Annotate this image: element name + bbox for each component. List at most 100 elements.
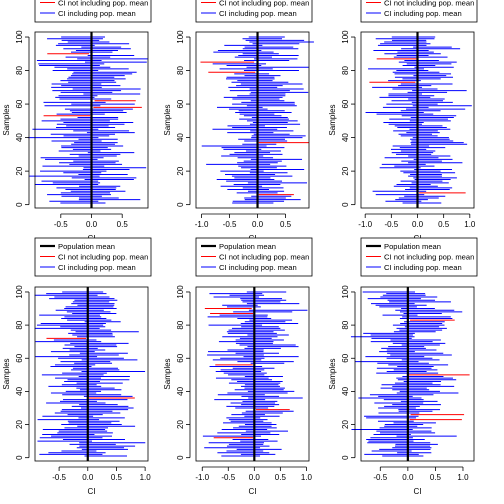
y-tick-label: 20	[341, 166, 350, 175]
y-tick-label: 80	[15, 320, 24, 329]
y-tick-label: 0	[341, 202, 350, 207]
x-tick-label: -0.5	[384, 220, 398, 229]
legend-label: Population mean	[384, 242, 441, 251]
y-tick-label: 40	[176, 386, 185, 395]
legend-label: CI not including pop. mean	[219, 253, 309, 262]
y-tick-label: 100	[176, 285, 185, 299]
y-tick-label: 100	[176, 30, 185, 44]
y-tick-label: 100	[341, 30, 350, 44]
x-tick-label: 1.0	[464, 220, 476, 229]
y-axis-label: Samples	[2, 104, 11, 135]
x-tick-label: 0.5	[275, 473, 287, 482]
x-tick-label: 0.0	[86, 220, 98, 229]
y-tick-label: 100	[341, 285, 350, 299]
legend-label: CI including pop. mean	[384, 9, 462, 18]
y-tick-label: 100	[15, 30, 24, 44]
x-tick-label: 0.0	[402, 473, 414, 482]
y-tick-label: 20	[176, 420, 185, 429]
x-tick-label: 1.0	[140, 473, 152, 482]
chart-panel-5: Population mean CI not including pop. mea…	[163, 237, 313, 496]
y-tick-label: 20	[15, 166, 24, 175]
legend-label: CI not including pop. mean	[219, 0, 309, 8]
plot-frame	[34, 286, 149, 462]
y-axis-label: Samples	[328, 358, 337, 389]
legend-box	[195, 0, 313, 23]
legend-label: CI including pop. mean	[58, 263, 136, 272]
x-tick-label: -0.5	[221, 473, 235, 482]
x-tick-label: -0.5	[223, 220, 237, 229]
legend-label: CI not including pop. mean	[58, 0, 148, 8]
x-axis-label: CI	[249, 487, 257, 496]
x-tick-label: 0.0	[412, 220, 424, 229]
legend-label: CI including pop. mean	[384, 263, 462, 272]
legend-box	[34, 0, 152, 23]
y-tick-label: 80	[176, 66, 185, 75]
x-tick-label: 0.5	[430, 473, 442, 482]
y-tick-label: 60	[15, 353, 24, 362]
legend-label: CI not including pop. mean	[58, 253, 148, 262]
x-tick-label: 0.5	[280, 220, 292, 229]
y-tick-label: 80	[341, 66, 350, 75]
x-tick-label: 0.5	[117, 220, 129, 229]
x-tick-label: 0.0	[249, 473, 261, 482]
y-tick-label: 20	[341, 420, 350, 429]
plot-frame	[360, 31, 475, 209]
x-tick-label: -0.5	[54, 220, 68, 229]
x-tick-label: 0.0	[252, 220, 264, 229]
x-tick-label: 0.5	[438, 220, 450, 229]
y-tick-label: 80	[341, 320, 350, 329]
x-tick-label: 1.0	[301, 473, 313, 482]
plot-frame	[34, 31, 149, 209]
legend-label: Population mean	[58, 242, 115, 251]
x-tick-label: -0.5	[52, 473, 66, 482]
chart-panel-6: Population mean CI not including pop. mea…	[328, 237, 478, 496]
legend-label: CI including pop. mean	[219, 9, 297, 18]
legend-label: CI not including pop. mean	[384, 0, 474, 8]
y-tick-label: 60	[341, 353, 350, 362]
legend-label: Population mean	[219, 242, 276, 251]
y-tick-label: 20	[15, 420, 24, 429]
y-axis-label: Samples	[163, 358, 172, 389]
y-tick-label: 40	[15, 133, 24, 142]
y-tick-label: 80	[176, 320, 185, 329]
y-tick-label: 60	[176, 99, 185, 108]
x-axis-label: CI	[88, 487, 96, 496]
y-axis-label: Samples	[328, 104, 337, 135]
x-tick-label: -1.0	[358, 220, 372, 229]
x-axis-label: CI	[414, 487, 422, 496]
legend-label: CI including pop. mean	[58, 9, 136, 18]
x-tick-label: 1.0	[457, 473, 469, 482]
y-tick-label: 100	[15, 285, 24, 299]
x-tick-label: -0.5	[373, 473, 387, 482]
y-tick-label: 40	[341, 386, 350, 395]
y-tick-label: 40	[341, 133, 350, 142]
y-tick-label: 0	[15, 455, 24, 460]
legend-box	[360, 0, 478, 23]
y-tick-label: 60	[15, 99, 24, 108]
x-tick-label: -1.0	[195, 473, 209, 482]
legend-label: CI including pop. mean	[219, 263, 297, 272]
x-tick-label: 0.0	[82, 473, 94, 482]
y-tick-label: 40	[176, 133, 185, 142]
y-tick-label: 0	[176, 455, 185, 460]
chart-panel-4: Population mean CI not including pop. mea…	[2, 237, 152, 496]
plot-frame	[195, 286, 310, 462]
y-axis-label: Samples	[2, 358, 11, 389]
y-tick-label: 80	[15, 66, 24, 75]
plot-frame	[195, 31, 310, 209]
y-axis-label: Samples	[163, 104, 172, 135]
legend-label: CI not including pop. mean	[384, 253, 474, 262]
x-tick-label: 0.5	[111, 473, 123, 482]
x-tick-label: -1.0	[195, 220, 209, 229]
y-tick-label: 0	[341, 455, 350, 460]
y-tick-label: 60	[341, 99, 350, 108]
y-tick-label: 0	[176, 202, 185, 207]
y-tick-label: 40	[15, 386, 24, 395]
plot-frame	[360, 286, 475, 462]
y-tick-label: 60	[176, 353, 185, 362]
y-tick-label: 20	[176, 166, 185, 175]
y-tick-label: 0	[15, 202, 24, 207]
